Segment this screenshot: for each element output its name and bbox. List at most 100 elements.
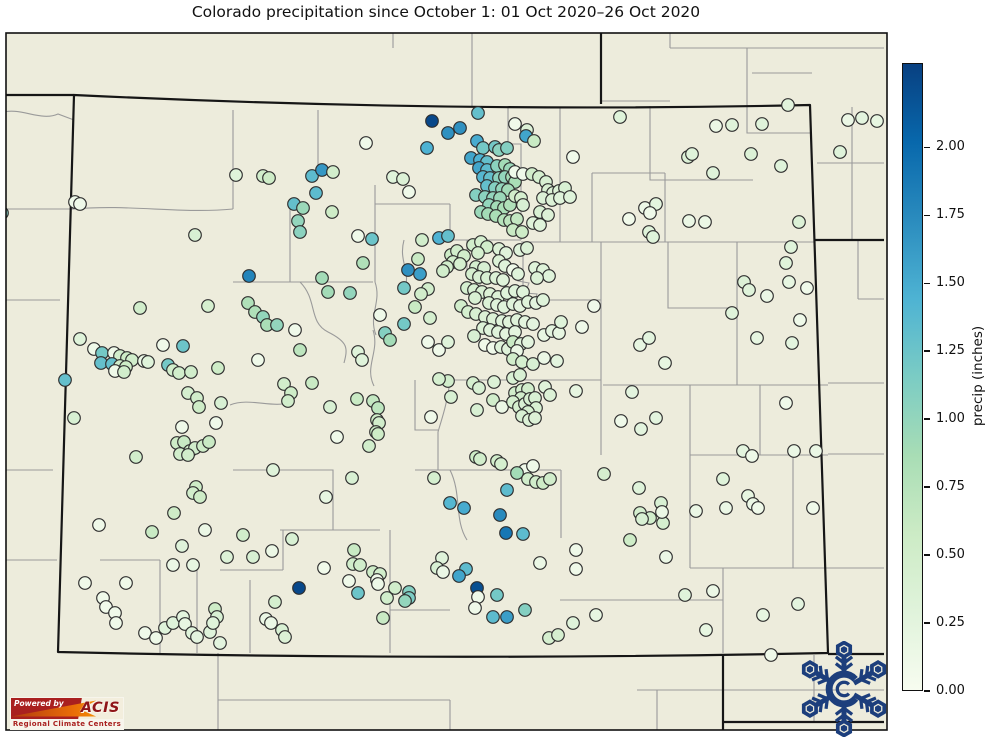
station-dot <box>453 257 467 271</box>
station-dot <box>229 168 243 182</box>
station-dot <box>424 410 438 424</box>
colorbar-tick-label: 1.75 <box>936 207 965 223</box>
station-dot <box>646 230 660 244</box>
station-dot <box>441 229 455 243</box>
station-dots <box>6 98 884 662</box>
station-dot <box>678 588 692 602</box>
station-dot <box>642 331 656 345</box>
station-dot <box>625 385 639 399</box>
station-dot <box>452 569 466 583</box>
station-dot <box>423 311 437 325</box>
station-dot <box>117 365 131 379</box>
station-dot <box>371 401 385 415</box>
station-dot <box>550 354 564 368</box>
station-dot <box>513 368 527 382</box>
station-dot <box>745 449 759 463</box>
page-title: Colorado precipitation since October 1: … <box>191 3 701 21</box>
station-dot <box>305 169 319 183</box>
station-dot <box>569 543 583 557</box>
station-dot <box>779 396 793 410</box>
station-dot <box>350 392 364 406</box>
station-dot <box>742 283 756 297</box>
station-dot <box>362 439 376 453</box>
station-dot <box>281 394 295 408</box>
colorbar-tick-label: 0.75 <box>936 479 965 495</box>
station-dot <box>632 481 646 495</box>
station-dot <box>317 561 331 575</box>
colorbar-axis-label: precip (inches) <box>970 325 986 427</box>
station-dot <box>764 648 778 662</box>
station-dot <box>443 496 457 510</box>
station-dot <box>186 558 200 572</box>
station-dot <box>293 225 307 239</box>
colorbar-tick <box>924 690 930 692</box>
station-dot <box>716 472 730 486</box>
station-dot <box>73 197 87 211</box>
station-dot <box>833 145 847 159</box>
station-dot <box>176 339 190 353</box>
station-dot <box>537 351 551 365</box>
station-dot <box>397 281 411 295</box>
station-dot <box>785 336 799 350</box>
station-dot <box>156 338 170 352</box>
station-dot <box>278 630 292 644</box>
station-dot <box>345 471 359 485</box>
station-dot <box>397 317 411 331</box>
station-dot <box>855 111 869 125</box>
station-dot <box>166 558 180 572</box>
station-dot <box>175 539 189 553</box>
station-dot <box>659 550 673 564</box>
station-dot <box>413 267 427 281</box>
station-dot <box>326 165 340 179</box>
station-dot <box>468 601 482 615</box>
station-dot <box>141 355 155 369</box>
station-dot <box>388 581 402 595</box>
station-dot <box>792 215 806 229</box>
station-dot <box>774 159 788 173</box>
station-dot <box>635 512 649 526</box>
colorbar-tick-label: 0.50 <box>936 547 965 563</box>
station-dot <box>541 208 555 222</box>
station-dot <box>634 422 648 436</box>
colorbar-tick-label: 2.00 <box>936 139 965 155</box>
station-dot <box>172 366 186 380</box>
station-dot <box>359 136 373 150</box>
station-dot <box>213 636 227 650</box>
station-dot <box>682 214 696 228</box>
station-dot <box>319 490 333 504</box>
station-dot <box>623 533 637 547</box>
station-dot <box>518 603 532 617</box>
station-dot <box>277 377 291 391</box>
station-dot <box>351 586 365 600</box>
station-dot <box>870 114 884 128</box>
station-dot <box>202 435 216 449</box>
station-dot <box>178 617 192 631</box>
station-dot <box>614 414 628 428</box>
station-dot <box>444 390 458 404</box>
station-dot <box>262 171 276 185</box>
station-dot <box>351 229 365 243</box>
station-dot <box>755 117 769 131</box>
colorbar: 0.00 0.25 0.50 0.75 1.00 1.25 1.50 1.75 2.00 pre… <box>902 63 996 698</box>
station-dot <box>806 501 820 515</box>
station-dot <box>467 329 481 343</box>
station-dot <box>554 315 568 329</box>
station-dot <box>264 616 278 630</box>
station-dot <box>566 616 580 630</box>
station-dot <box>211 361 225 375</box>
colorbar-tick <box>924 622 930 624</box>
colorbar-tick-label: 1.50 <box>936 275 965 291</box>
station-dot <box>526 317 540 331</box>
station-dot <box>411 252 425 266</box>
station-dot <box>396 172 410 186</box>
station-dot <box>613 110 627 124</box>
station-dot <box>209 416 223 430</box>
station-dot <box>787 444 801 458</box>
station-dot <box>190 630 204 644</box>
station-dot <box>184 365 198 379</box>
station-dot <box>343 286 357 300</box>
station-dot <box>78 576 92 590</box>
station-dot <box>265 544 279 558</box>
colorbar-gradient <box>902 63 923 691</box>
station-dot <box>285 532 299 546</box>
